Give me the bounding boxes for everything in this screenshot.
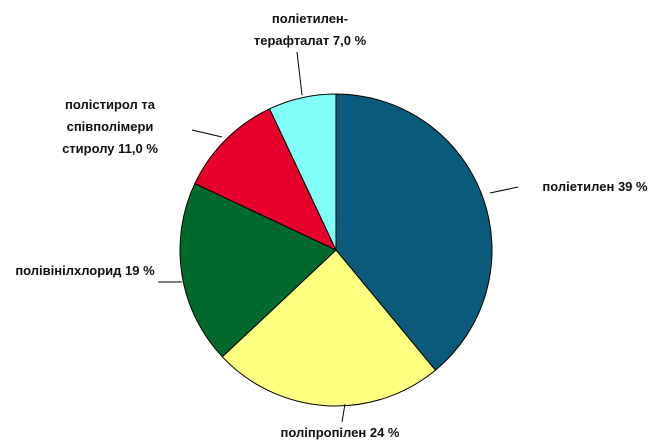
value-label: 19 % [125,263,155,278]
slice-label: поліетилен 39 % [520,176,660,198]
slice-label: поліпропілен 24 % [250,422,430,441]
slice-label: поліетилен-терафталат 7,0 % [245,8,375,52]
leader-line [489,186,519,194]
value-label: 24 % [369,425,400,440]
value-label: 11,0 % [118,141,158,156]
pie-slice [194,108,338,252]
category-label: полівінілхлорид [15,263,122,278]
category-label: поліпропілен [280,425,367,440]
leader-line [191,129,223,138]
leader-line [296,51,303,96]
value-label: 7,0 % [332,33,367,48]
leader-line [341,403,346,423]
pie-slice [221,249,437,407]
pie-slice [268,93,337,251]
value-label: 39 % [617,179,648,194]
category-label: полістирол та співполімери стиролу [62,97,155,156]
slice-label: полістирол та співполімери стиролу 11,0 … [40,94,180,160]
slice-label: полівінілхлорид 19 % [5,260,165,282]
pie-slice [335,93,493,371]
pie-slice [179,182,337,358]
category-label: поліетилен-терафталат [253,11,349,48]
category-label: поліетилен [542,179,615,194]
